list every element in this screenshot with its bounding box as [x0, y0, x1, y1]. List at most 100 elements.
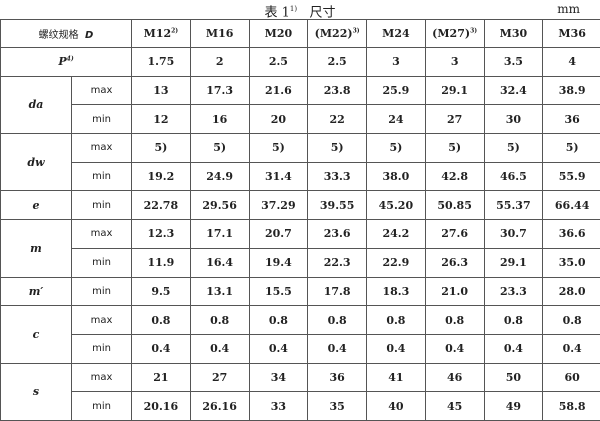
value-cell: 15.5 [249, 277, 308, 306]
value-cell: 25.9 [367, 76, 426, 105]
limit-cell: min [72, 105, 132, 134]
table-caption: 表 11) 尺寸 [0, 0, 600, 19]
value-cell: 30 [484, 105, 543, 134]
value-cell: 0.4 [425, 334, 484, 363]
value-cell: 0.4 [543, 334, 600, 363]
value-cell: 0.4 [132, 334, 191, 363]
header-size: M122) [132, 20, 191, 48]
value-cell: 5) [249, 134, 308, 163]
limit-cell: min [72, 191, 132, 220]
value-cell: 19.2 [132, 162, 191, 191]
value-cell: 2 [190, 48, 249, 77]
param-cell: m [1, 220, 72, 277]
value-cell: 0.4 [484, 334, 543, 363]
header-size: (M22)3) [308, 20, 367, 48]
value-cell: 42.8 [425, 162, 484, 191]
value-cell: 20.16 [132, 392, 191, 421]
value-cell: 0.4 [308, 334, 367, 363]
value-cell: 28.0 [543, 277, 600, 306]
header-label: 螺纹规格 D [1, 20, 132, 48]
value-cell: 13 [132, 76, 191, 105]
value-cell: 0.8 [190, 306, 249, 335]
param-cell: c [1, 306, 72, 363]
value-cell: 36 [308, 363, 367, 392]
value-cell: 23.6 [308, 220, 367, 249]
value-cell: 26.16 [190, 392, 249, 421]
value-cell: 58.8 [543, 392, 600, 421]
value-cell: 16 [190, 105, 249, 134]
value-cell: 5) [543, 134, 600, 163]
value-cell: 22.78 [132, 191, 191, 220]
unit-label: mm [557, 0, 580, 19]
limit-cell: max [72, 76, 132, 105]
value-cell: 3 [367, 48, 426, 77]
value-cell: 0.8 [484, 306, 543, 335]
value-cell: 36.6 [543, 220, 600, 249]
value-cell: 21.0 [425, 277, 484, 306]
value-cell: 12.3 [132, 220, 191, 249]
value-cell: 0.8 [367, 306, 426, 335]
value-cell: 0.4 [367, 334, 426, 363]
param-cell: e [1, 191, 72, 220]
limit-cell: max [72, 306, 132, 335]
value-cell: 22.3 [308, 248, 367, 277]
value-cell: 23.3 [484, 277, 543, 306]
value-cell: 27 [425, 105, 484, 134]
value-cell: 38.9 [543, 76, 600, 105]
value-cell: 30.7 [484, 220, 543, 249]
value-cell: 5) [308, 134, 367, 163]
value-cell: 0.8 [249, 306, 308, 335]
value-cell: 16.4 [190, 248, 249, 277]
value-cell: 0.8 [308, 306, 367, 335]
value-cell: 35.0 [543, 248, 600, 277]
value-cell: 20 [249, 105, 308, 134]
value-cell: 32.4 [484, 76, 543, 105]
value-cell: 23.8 [308, 76, 367, 105]
value-cell: 4 [543, 48, 600, 77]
value-cell: 50 [484, 363, 543, 392]
limit-cell: max [72, 134, 132, 163]
value-cell: 0.4 [249, 334, 308, 363]
value-cell: 45.20 [367, 191, 426, 220]
value-cell: 5) [425, 134, 484, 163]
value-cell: 12 [132, 105, 191, 134]
header-size: M20 [249, 20, 308, 48]
limit-cell: min [72, 334, 132, 363]
value-cell: 36 [543, 105, 600, 134]
value-cell: 26.3 [425, 248, 484, 277]
value-cell: 46 [425, 363, 484, 392]
limit-cell: min [72, 277, 132, 306]
value-cell: 0.8 [543, 306, 600, 335]
limit-cell: max [72, 220, 132, 249]
value-cell: 22 [308, 105, 367, 134]
param-cell: P4) [1, 48, 132, 77]
header-size: M30 [484, 20, 543, 48]
value-cell: 0.8 [132, 306, 191, 335]
value-cell: 5) [190, 134, 249, 163]
value-cell: 66.44 [543, 191, 600, 220]
value-cell: 5) [132, 134, 191, 163]
value-cell: 17.1 [190, 220, 249, 249]
header-size: M36 [543, 20, 600, 48]
limit-cell: min [72, 248, 132, 277]
value-cell: 17.8 [308, 277, 367, 306]
header-size: M24 [367, 20, 426, 48]
value-cell: 3 [425, 48, 484, 77]
value-cell: 41 [367, 363, 426, 392]
value-cell: 55.37 [484, 191, 543, 220]
limit-cell: max [72, 363, 132, 392]
header-size: M16 [190, 20, 249, 48]
value-cell: 31.4 [249, 162, 308, 191]
value-cell: 24.2 [367, 220, 426, 249]
value-cell: 33 [249, 392, 308, 421]
